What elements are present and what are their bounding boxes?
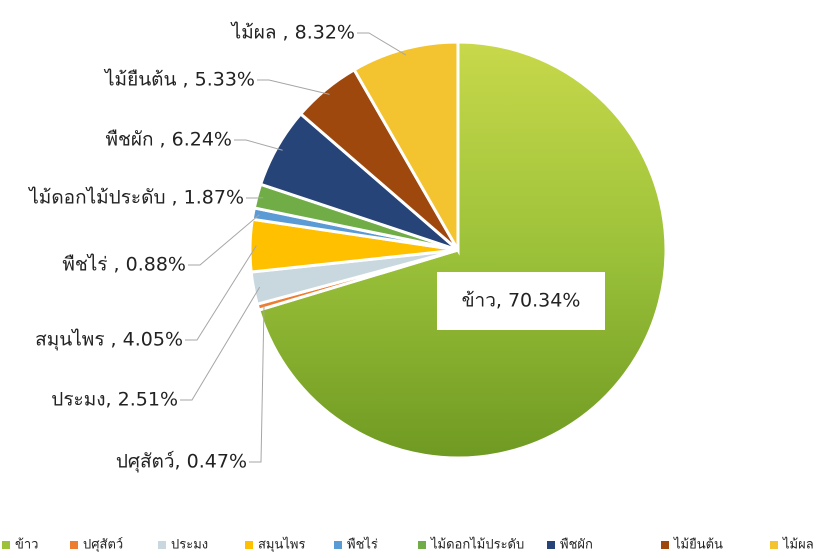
legend-label: ไม้ผล [782, 537, 814, 553]
data-label: ไม้ผล , 8.32% [230, 22, 355, 44]
data-label: ข้าว, 70.34% [462, 290, 581, 312]
leader-line [234, 140, 283, 150]
legend-label: ปศุสัตว์ [83, 537, 123, 553]
leader-line [249, 305, 264, 462]
legend-label: พืชผัก [560, 537, 593, 553]
data-label: พืชไร่ , 0.88% [62, 254, 186, 276]
legend-swatch [334, 541, 342, 549]
leader-line [257, 80, 330, 94]
legend-label: ประมง [171, 538, 208, 553]
legend-swatch [158, 541, 166, 549]
data-label: ไม้ดอกไม้ประดับ , 1.87% [27, 187, 244, 209]
legend-swatch [70, 541, 78, 549]
legend-label: สมุนไพร [258, 537, 305, 553]
legend-label: ข้าว [15, 538, 39, 553]
legend-label: ไม้ยืนต้น [673, 537, 723, 553]
data-label: พืชผัก , 6.24% [105, 129, 232, 151]
data-label: ไม้ยืนต้น , 5.33% [103, 69, 255, 91]
legend-swatch [245, 541, 253, 549]
data-label: ประมง, 2.51% [51, 389, 178, 411]
legend-label: พืชไร่ [347, 537, 378, 553]
data-label: สมุนไพร , 4.05% [35, 329, 183, 352]
data-label: ปศุสัตว์, 0.47% [116, 451, 247, 474]
legend-label: ไม้ดอกไม้ประดับ [430, 537, 524, 553]
leader-line [185, 246, 256, 340]
legend-swatch [770, 541, 778, 549]
legend-swatch [418, 541, 426, 549]
legend-swatch [547, 541, 555, 549]
legend-swatch [2, 541, 10, 549]
legend-swatch [661, 541, 669, 549]
